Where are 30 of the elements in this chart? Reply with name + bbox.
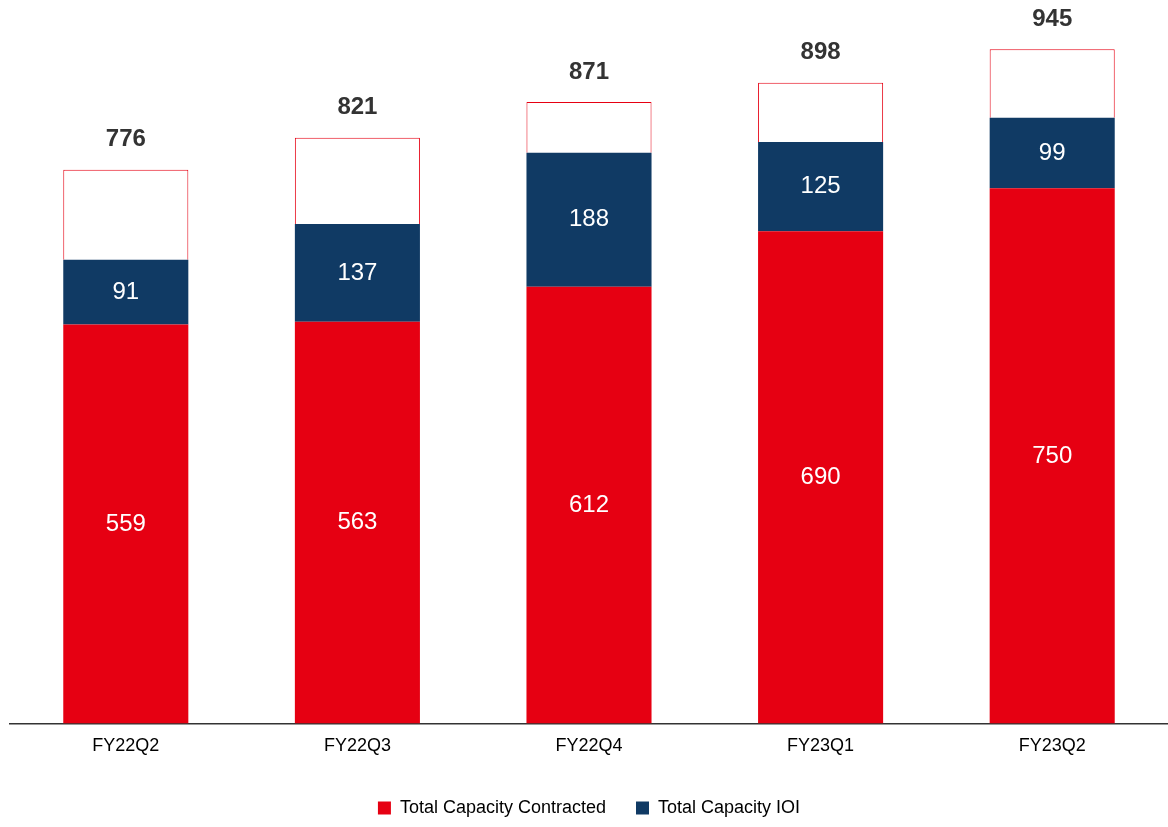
bar — [294, 321, 420, 724]
total-label: 871 — [568, 56, 610, 84]
data-label: 125 — [800, 171, 841, 199]
x-tick-label: FY23Q2 — [1018, 735, 1086, 756]
data-label: 99 — [1038, 137, 1066, 165]
data-label: 188 — [568, 204, 610, 232]
data-label: 137 — [337, 257, 378, 285]
x-tick-label: FY22Q2 — [92, 735, 160, 756]
bar — [758, 141, 884, 232]
bar — [526, 152, 652, 287]
legend-label: Total Capacity Contracted — [399, 796, 607, 817]
bar — [63, 324, 189, 724]
x-tick-label: FY22Q4 — [555, 735, 623, 756]
bar — [758, 231, 884, 724]
bar — [989, 188, 1115, 724]
total-label: 821 — [337, 92, 378, 120]
bar — [526, 286, 652, 724]
total-label: 776 — [105, 124, 146, 152]
total-label: 898 — [800, 37, 841, 65]
data-label: 612 — [568, 489, 610, 517]
bar — [294, 224, 420, 322]
x-tick-label: FY22Q3 — [323, 735, 391, 756]
data-label: 91 — [112, 276, 140, 304]
total-label: 945 — [1032, 3, 1073, 31]
legend-label: Total Capacity IOI — [658, 796, 801, 817]
data-label: 750 — [1032, 440, 1073, 468]
data-label: 690 — [800, 461, 841, 489]
data-label: 563 — [337, 507, 378, 535]
data-label: 559 — [105, 508, 146, 536]
x-tick-label: FY23Q1 — [787, 735, 855, 756]
